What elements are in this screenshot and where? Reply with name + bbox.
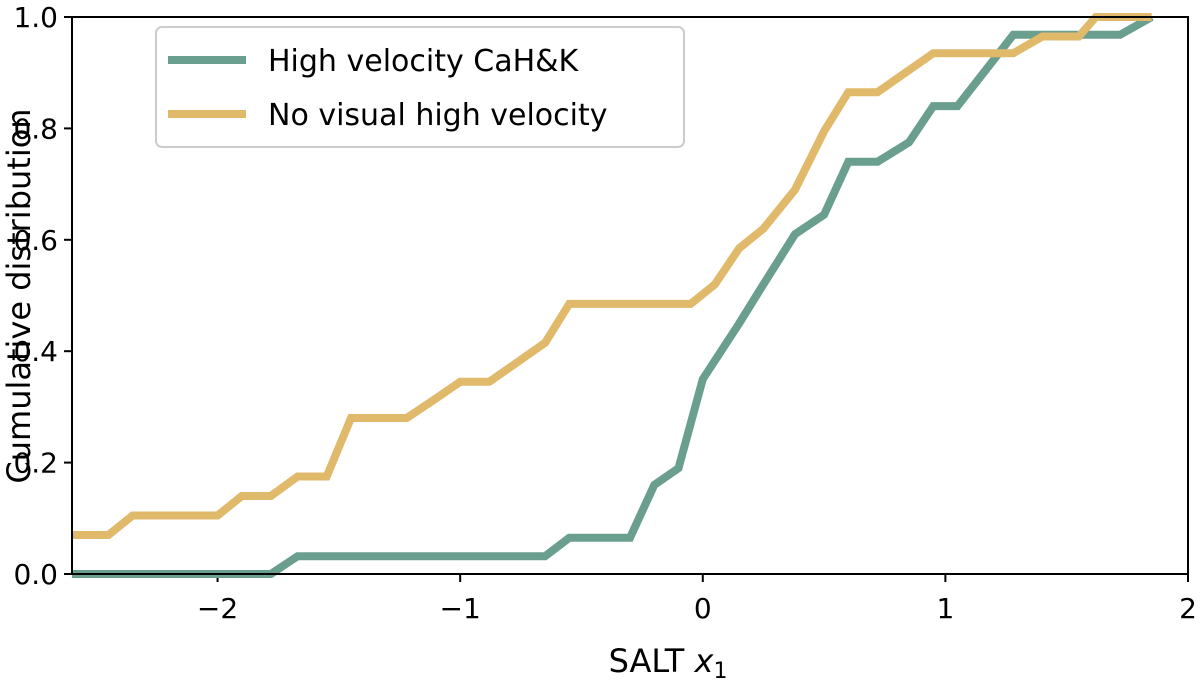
legend-label-high-velocity: High velocity CaH&K bbox=[268, 44, 580, 79]
y-tick-label: 0.0 bbox=[13, 558, 58, 591]
legend-label-no-visual: No visual high velocity bbox=[268, 98, 608, 133]
plot-frame bbox=[71, 16, 1189, 575]
x-tick-label: 1 bbox=[936, 592, 954, 625]
y-tick-label: 0.2 bbox=[13, 447, 58, 480]
x-tick-label: −2 bbox=[197, 592, 238, 625]
legend-box bbox=[155, 26, 685, 148]
series-line-high-velocity bbox=[72, 13, 1154, 578]
y-tick-label: 1.0 bbox=[13, 1, 58, 34]
x-axis-label: SALT x1 bbox=[609, 642, 728, 684]
y-tick-label: 0.4 bbox=[13, 335, 58, 368]
x-tick-label: 0 bbox=[694, 592, 712, 625]
series-line-no-visual bbox=[72, 13, 1152, 539]
series-layer bbox=[72, 13, 1154, 578]
legend: High velocity CaH&K No visual high veloc… bbox=[155, 26, 685, 148]
y-axis-label: Cumulative distribution bbox=[0, 108, 38, 483]
y-tick-label: 0.6 bbox=[13, 224, 58, 257]
x-tick-label: 2 bbox=[1179, 592, 1197, 625]
x-tick-label: −1 bbox=[440, 592, 481, 625]
y-tick-label: 0.8 bbox=[13, 112, 58, 145]
ticks: −2 −1 0 1 2 0.0 0.2 0.4 0.6 0.8 1.0 bbox=[13, 1, 1196, 625]
